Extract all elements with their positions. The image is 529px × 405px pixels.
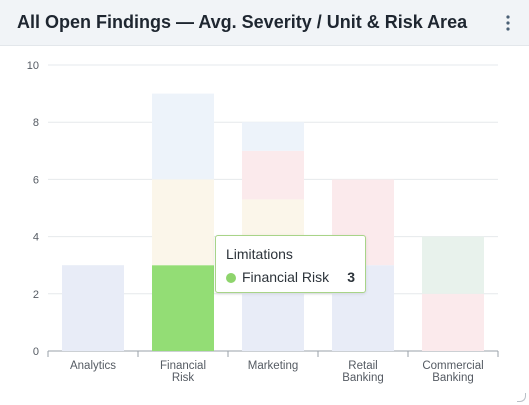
kebab-menu-icon[interactable] bbox=[498, 12, 518, 34]
tooltip-title: Limitations bbox=[226, 246, 293, 262]
stacked-bar-chart: 0 2 4 6 8 10 Analytics Financial Risk Marketing Re… bbox=[27, 60, 499, 384]
resize-handle-icon[interactable] bbox=[517, 393, 526, 402]
x-category-label: Analytics bbox=[70, 360, 116, 372]
tooltip-series-marker bbox=[226, 273, 236, 283]
chart-tooltip: Limitations Financial Risk 3 bbox=[215, 235, 366, 293]
x-category-label: Retail Banking bbox=[342, 360, 384, 384]
bar-segment[interactable] bbox=[62, 265, 124, 351]
x-category-label: Marketing bbox=[248, 360, 299, 372]
y-tick-label: 4 bbox=[33, 232, 39, 244]
widget-header: All Open Findings — Avg. Severity / Unit… bbox=[0, 0, 529, 46]
bar-segment[interactable] bbox=[152, 265, 214, 351]
y-tick-label: 8 bbox=[33, 117, 39, 129]
bar-segment[interactable] bbox=[422, 293, 484, 351]
bar-segment[interactable] bbox=[152, 93, 214, 180]
tooltip-series-name: Financial Risk bbox=[242, 269, 330, 285]
bar-segment[interactable] bbox=[422, 236, 484, 294]
y-tick-label: 2 bbox=[33, 289, 39, 301]
bar-segment[interactable] bbox=[242, 199, 304, 237]
bar-segment[interactable] bbox=[242, 122, 304, 151]
tooltip-value: 3 bbox=[347, 269, 355, 285]
bar-segment[interactable] bbox=[152, 179, 214, 266]
y-tick-label: 10 bbox=[27, 60, 39, 72]
x-category-label: Financial Risk bbox=[160, 360, 206, 384]
bar-segment[interactable] bbox=[242, 150, 304, 200]
widget-title: All Open Findings — Avg. Severity / Unit… bbox=[17, 12, 468, 32]
x-category-label: Commercial Banking bbox=[422, 360, 483, 384]
y-tick-label: 6 bbox=[33, 174, 39, 186]
y-tick-label: 0 bbox=[33, 346, 39, 358]
